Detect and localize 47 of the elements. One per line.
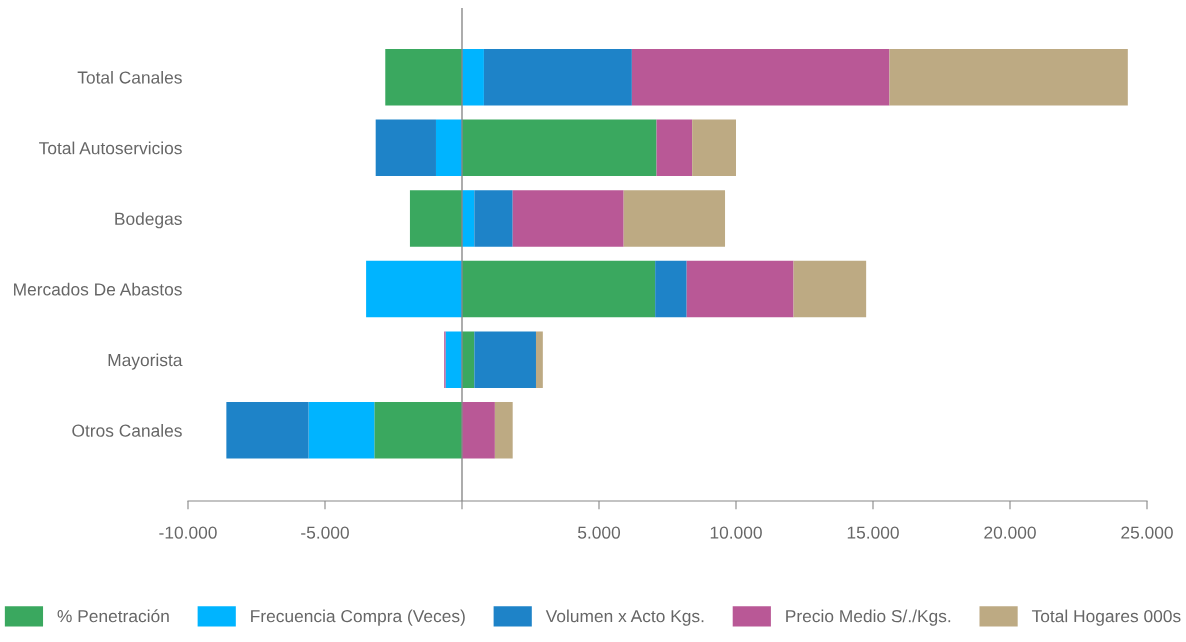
bar: [655, 260, 687, 318]
y-tick-label: Mercados De Abastos: [14, 282, 182, 296]
bar: [462, 119, 657, 177]
bar: [623, 190, 726, 247]
x-tick-label: -10.000: [159, 526, 217, 539]
y-tick-label: Total Autoservicios: [39, 141, 182, 155]
bar: [226, 402, 309, 459]
y-tick-label: Bodegas: [115, 212, 182, 229]
bar: [535, 331, 543, 388]
bar: [462, 190, 475, 247]
bar: [308, 402, 375, 459]
x-tick-label: 15.000: [847, 526, 899, 539]
bar: [462, 48, 484, 106]
bar: [409, 190, 462, 247]
bar: [445, 331, 462, 388]
bar: [374, 402, 462, 459]
legend-label: Precio Medio S/./Kgs.: [786, 609, 951, 626]
bar: [366, 260, 462, 318]
bar: [793, 260, 867, 318]
bar: [462, 402, 495, 459]
legend-label: % Penetración: [57, 609, 169, 623]
bar: [483, 48, 632, 106]
x-tick-label: 25.000: [1121, 526, 1173, 539]
bar: [631, 48, 890, 106]
y-tick-label: Mayorista: [108, 353, 183, 370]
bar: [474, 190, 513, 247]
bar: [656, 119, 693, 177]
bar: [494, 402, 513, 459]
bar: [474, 331, 536, 388]
legend-label: Frecuencia Compra (Veces): [251, 609, 465, 626]
x-tick-label: 10.000: [710, 526, 762, 539]
legend-label: Total Hogares 000s: [1031, 609, 1181, 626]
bar: [686, 260, 794, 318]
bar: [385, 48, 462, 106]
bar: [375, 119, 436, 177]
bar: [462, 260, 656, 318]
bar: [512, 190, 624, 247]
x-tick-label: 20.000: [984, 526, 1036, 539]
bar: [435, 119, 462, 177]
x-tick-label: -5.000: [301, 526, 349, 539]
bar: [462, 331, 475, 388]
x-tick-label: 5.000: [577, 526, 621, 539]
bar: [692, 119, 736, 177]
legend-label: Volumen x Acto Kgs.: [545, 609, 704, 626]
y-tick-label: Otros Canales: [72, 424, 182, 437]
bar: [889, 48, 1128, 106]
y-tick-label: Total Canales: [77, 70, 182, 84]
